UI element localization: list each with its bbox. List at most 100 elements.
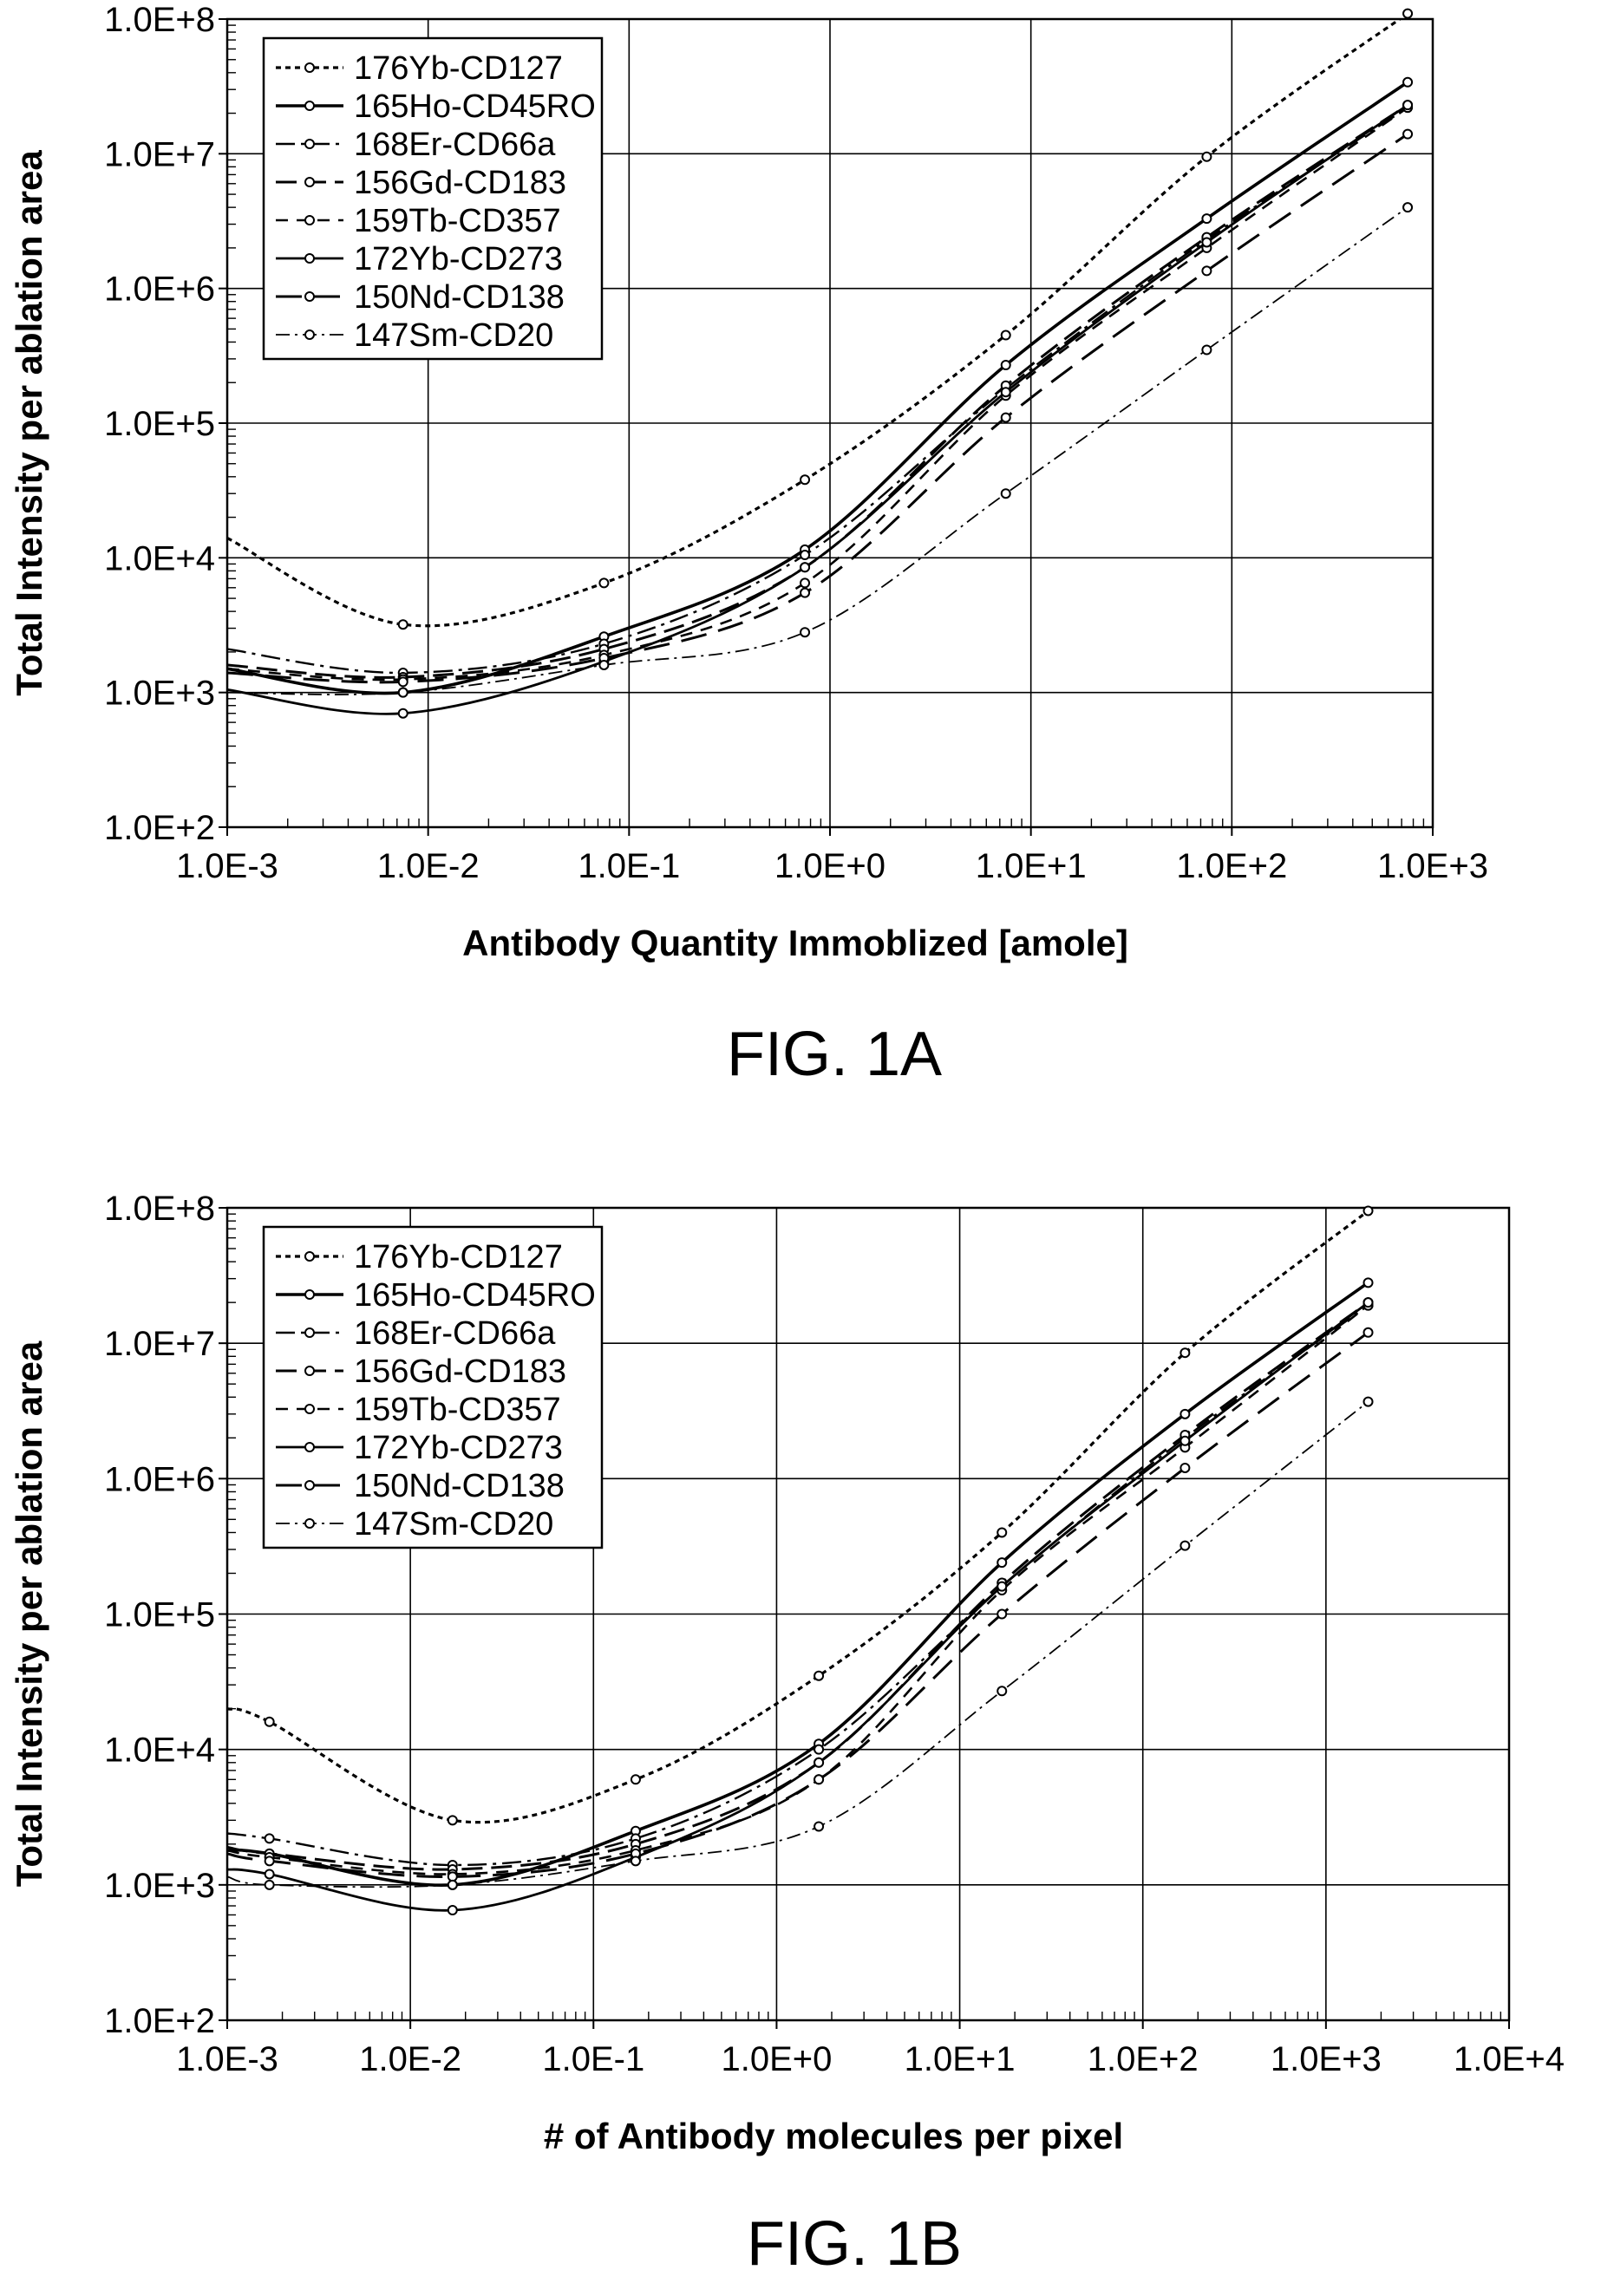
series-line bbox=[227, 206, 1408, 695]
data-point bbox=[630, 1856, 641, 1867]
legend-entry: 150Nd-CD138 bbox=[354, 279, 565, 316]
x-tick-label: 1.0E+1 bbox=[976, 847, 1087, 885]
data-point bbox=[1201, 213, 1212, 225]
data-point bbox=[630, 1774, 641, 1785]
x-tick-label: 1.0E+2 bbox=[1176, 847, 1287, 885]
legend-marker bbox=[304, 1289, 315, 1300]
legend-marker bbox=[304, 1327, 315, 1338]
y-axis-label: Total Intensity per ablation area bbox=[9, 1340, 49, 1887]
data-point bbox=[264, 1716, 275, 1727]
data-point bbox=[1362, 1205, 1374, 1216]
legend-marker bbox=[304, 215, 315, 225]
legend: 176Yb-CD127165Ho-CD45RO168Er-CD66a156Gd-… bbox=[262, 1225, 604, 1549]
data-point bbox=[1000, 488, 1011, 499]
data-point bbox=[397, 687, 408, 698]
x-tick-label: 1.0E+1 bbox=[905, 2040, 1016, 2078]
series-150Nd-CD138 bbox=[227, 1327, 1374, 1882]
legend-marker bbox=[304, 62, 315, 73]
data-point bbox=[814, 1757, 825, 1768]
legend-marker bbox=[304, 1518, 315, 1529]
legend-marker bbox=[304, 291, 315, 302]
legend-marker bbox=[304, 101, 315, 111]
series-147Sm-CD20 bbox=[227, 1396, 1374, 1890]
legend-marker bbox=[304, 1366, 315, 1376]
legend: 176Yb-CD127165Ho-CD45RO168Er-CD66a156Gd-… bbox=[262, 36, 604, 361]
legend-marker bbox=[304, 1404, 315, 1414]
data-point bbox=[1180, 1540, 1191, 1551]
series-172Yb-CD273 bbox=[227, 100, 1414, 719]
legend-entry: 172Yb-CD273 bbox=[354, 241, 563, 277]
legend-marker bbox=[304, 139, 315, 149]
x-tick-label: 1.0E+0 bbox=[774, 847, 885, 885]
data-point bbox=[1000, 387, 1011, 398]
legend-entry: 172Yb-CD273 bbox=[354, 1430, 563, 1466]
data-point bbox=[1402, 8, 1414, 19]
figure-label: FIG. 1A bbox=[727, 1020, 942, 1089]
y-tick-label: 1.0E+4 bbox=[104, 1732, 215, 1770]
x-tick-label: 1.0E-3 bbox=[176, 847, 278, 885]
y-tick-label: 1.0E+3 bbox=[104, 1867, 215, 1905]
x-tick-label: 1.0E+3 bbox=[1271, 2040, 1382, 2078]
x-tick-label: 1.0E+2 bbox=[1088, 2040, 1199, 2078]
data-point bbox=[1000, 359, 1011, 370]
series-line bbox=[227, 107, 1408, 682]
legend-marker bbox=[304, 177, 315, 187]
data-point bbox=[264, 1833, 275, 1844]
x-tick-label: 1.0E-3 bbox=[176, 2040, 278, 2078]
y-tick-label: 1.0E+5 bbox=[104, 405, 215, 443]
series-line bbox=[227, 1304, 1369, 1867]
series-147Sm-CD20 bbox=[227, 202, 1414, 698]
data-point bbox=[997, 1527, 1008, 1538]
legend-entry: 165Ho-CD45RO bbox=[354, 88, 596, 125]
data-point bbox=[264, 1856, 275, 1867]
data-point bbox=[800, 627, 811, 638]
legend-marker bbox=[304, 1442, 315, 1452]
data-point bbox=[397, 619, 408, 630]
data-point bbox=[997, 1557, 1008, 1569]
legend-entry: 156Gd-CD183 bbox=[354, 165, 566, 201]
x-tick-label: 1.0E+4 bbox=[1454, 2040, 1565, 2078]
legend-entry: 168Er-CD66a bbox=[354, 127, 556, 163]
data-point bbox=[1000, 329, 1011, 341]
data-point bbox=[997, 1686, 1008, 1697]
y-tick-label: 1.0E+6 bbox=[104, 1460, 215, 1498]
legend-box bbox=[262, 1225, 604, 1549]
data-point bbox=[1402, 128, 1414, 140]
series-150Nd-CD138 bbox=[227, 128, 1414, 688]
y-tick-label: 1.0E+8 bbox=[104, 1190, 215, 1228]
figure-label: FIG. 1B bbox=[747, 2209, 962, 2279]
data-point bbox=[264, 1879, 275, 1890]
data-point bbox=[447, 1905, 458, 1916]
data-point bbox=[264, 1869, 275, 1880]
y-tick-label: 1.0E+6 bbox=[104, 271, 215, 309]
y-tick-label: 1.0E+7 bbox=[104, 135, 215, 173]
series-176Yb-CD127 bbox=[227, 8, 1414, 630]
data-point bbox=[598, 659, 610, 670]
y-tick-label: 1.0E+5 bbox=[104, 1596, 215, 1634]
data-point bbox=[800, 577, 811, 589]
data-point bbox=[1402, 202, 1414, 213]
x-tick-label: 1.0E-1 bbox=[542, 2040, 644, 2078]
data-point bbox=[1180, 1462, 1191, 1473]
data-point bbox=[1362, 1396, 1374, 1407]
legend-entry: 176Yb-CD127 bbox=[354, 50, 563, 87]
data-point bbox=[1201, 237, 1212, 248]
data-point bbox=[997, 1608, 1008, 1620]
x-axis-label: Antibody Quantity Immoblized [amole] bbox=[462, 923, 1128, 963]
data-point bbox=[1180, 1347, 1191, 1359]
chart-2: 1.0E-3 1.0E-2 1.0E-1 1.0E+0 1.0E+1 1.0E+2 1.0E… bbox=[9, 1190, 1565, 2279]
legend-entry: 159Tb-CD357 bbox=[354, 203, 561, 239]
x-tick-label: 1.0E+0 bbox=[721, 2040, 832, 2078]
x-tick-label: 1.0E-2 bbox=[359, 2040, 461, 2078]
legend-entry: 176Yb-CD127 bbox=[354, 1239, 563, 1275]
legend-marker bbox=[304, 329, 315, 340]
legend-entry: 147Sm-CD20 bbox=[354, 317, 553, 354]
y-tick-label: 1.0E+4 bbox=[104, 539, 215, 577]
data-point bbox=[814, 1670, 825, 1681]
legend-entry: 156Gd-CD183 bbox=[354, 1353, 566, 1390]
data-point bbox=[447, 1815, 458, 1826]
x-tick-label: 1.0E+3 bbox=[1377, 847, 1488, 885]
data-point bbox=[1362, 1297, 1374, 1308]
legend-marker bbox=[304, 253, 315, 264]
